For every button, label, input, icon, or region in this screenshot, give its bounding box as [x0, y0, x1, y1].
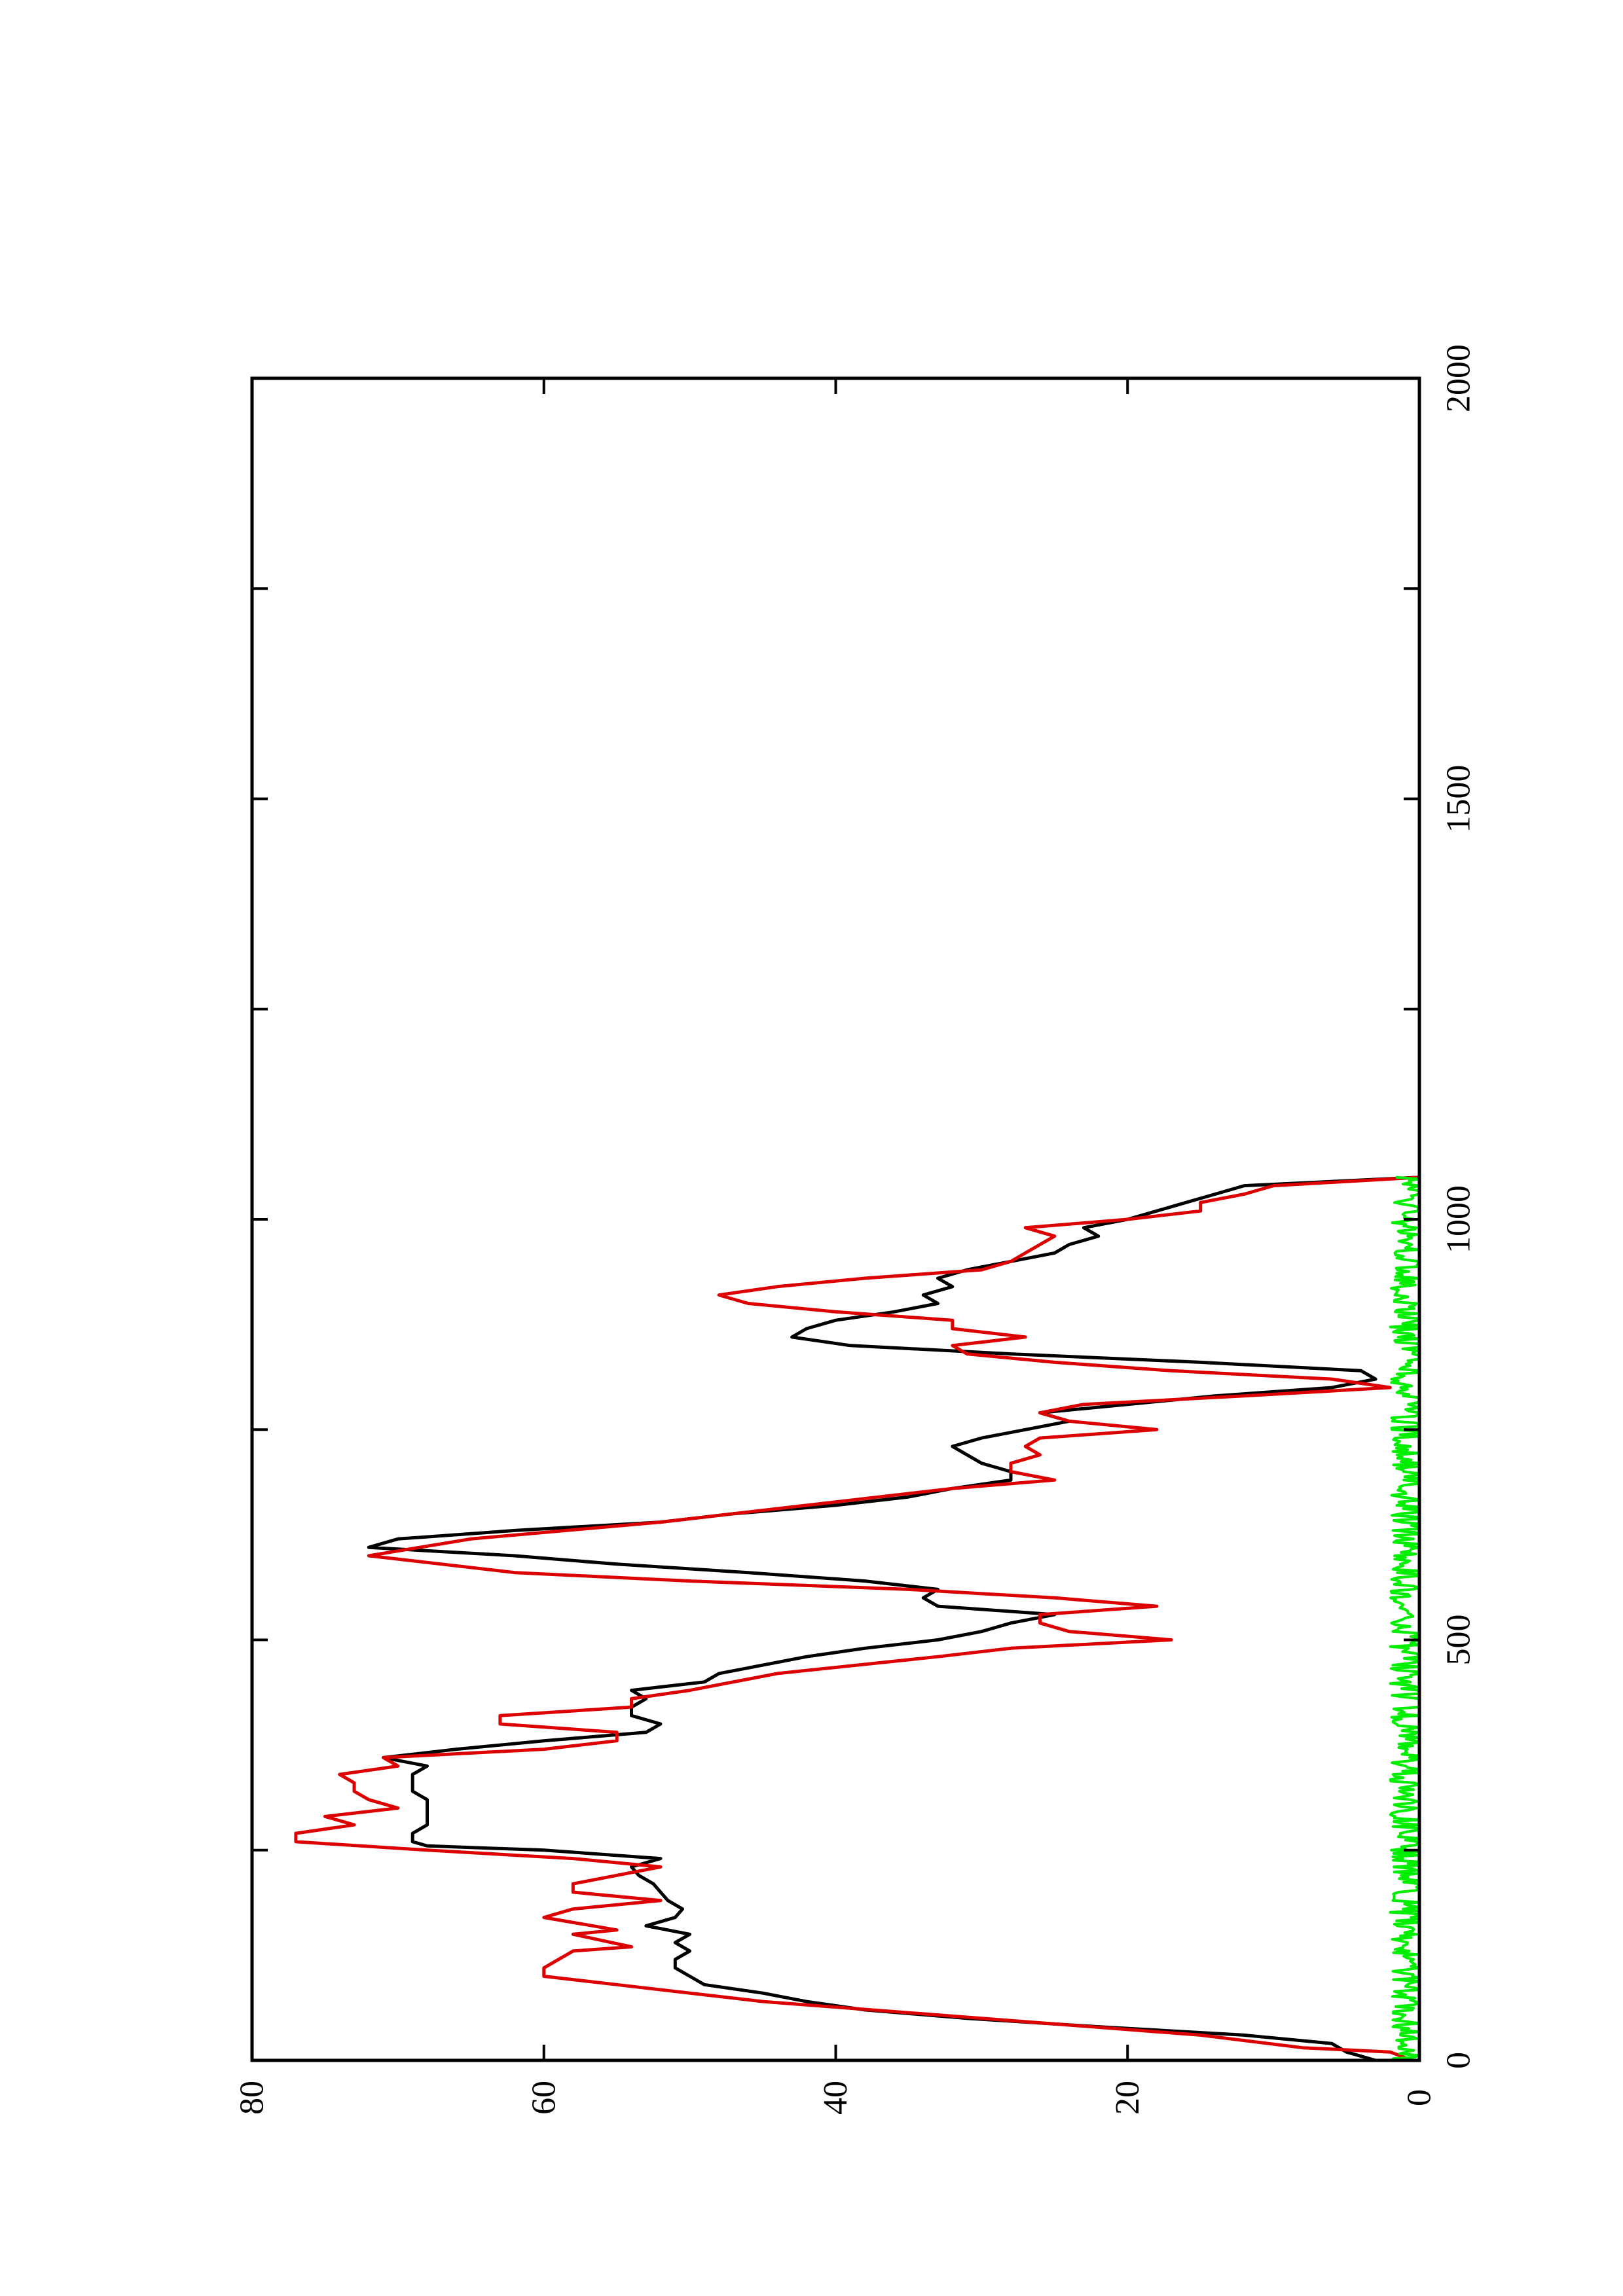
series-line-2 [1389, 1175, 1421, 2062]
y-tick-label-3: 60 [525, 2081, 562, 2115]
x-tick-label-2: 1000 [1440, 1185, 1478, 1253]
x-tick-label-0: 0 [1440, 2052, 1478, 2069]
series-layer [294, 1175, 1421, 2062]
y-tick-label-0: 0 [1401, 2089, 1438, 2106]
x-tick-label-3: 1500 [1440, 765, 1478, 833]
x-tick-label-4: 2000 [1440, 344, 1478, 412]
y-tick-label-4: 80 [234, 2081, 271, 2115]
y-tick-label-1: 20 [1109, 2081, 1146, 2115]
series-line-0 [367, 1175, 1420, 2062]
y-tick-label-2: 40 [817, 2081, 854, 2115]
x-tick-label-1: 500 [1440, 1615, 1478, 1666]
label-layer: 0 500 1000 1500 2000 0 20 40 60 80 [234, 344, 1478, 2115]
tick-layer [251, 377, 1421, 2062]
series-line-1 [294, 1175, 1420, 2062]
